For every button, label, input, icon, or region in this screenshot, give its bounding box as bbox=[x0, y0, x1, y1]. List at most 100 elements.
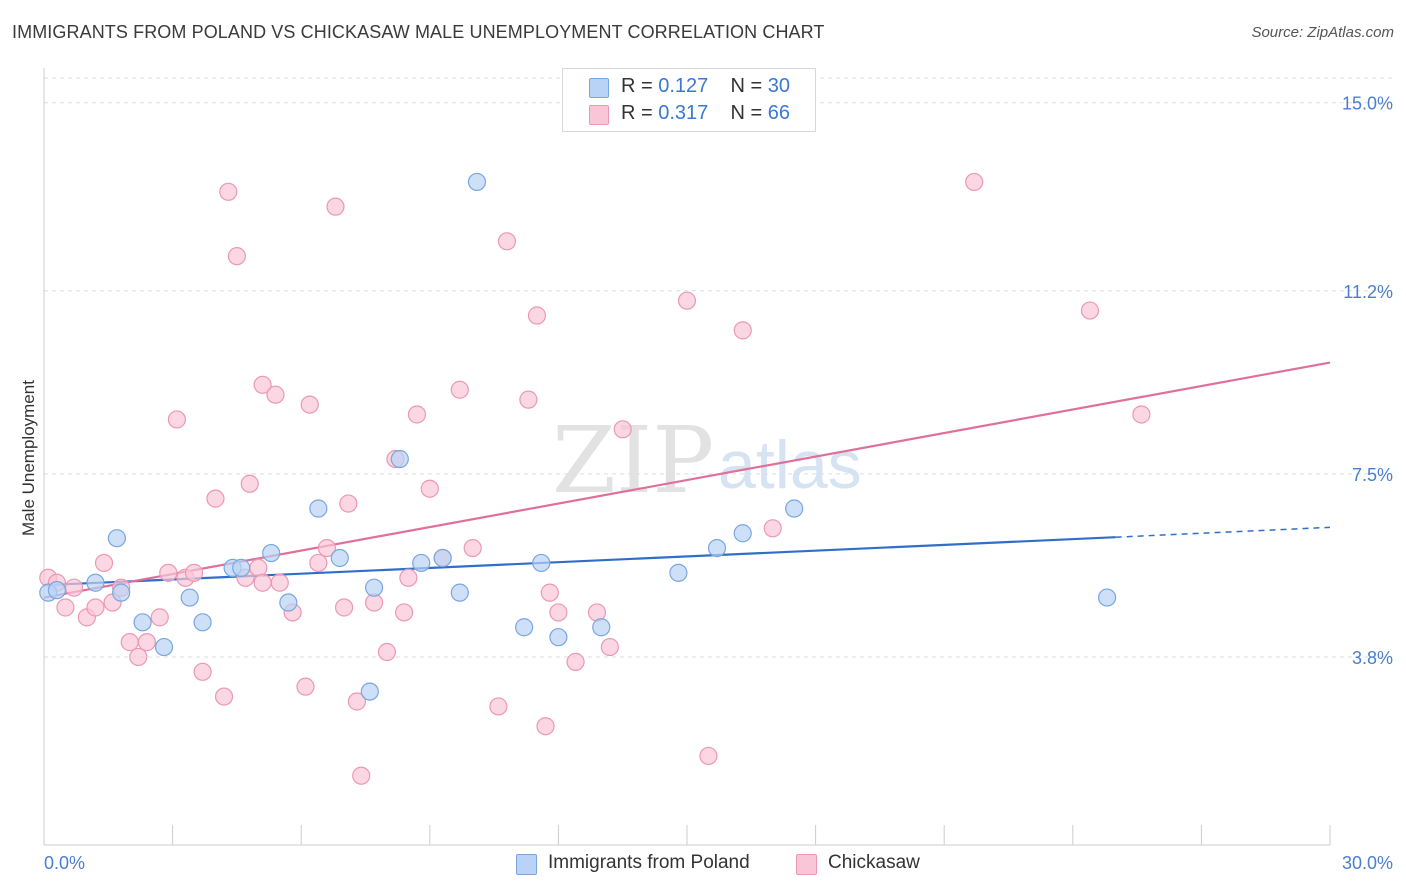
poland-point bbox=[309, 499, 328, 518]
chickasaw-point bbox=[394, 603, 414, 622]
poland-point bbox=[112, 583, 131, 602]
chickasaw-point bbox=[377, 642, 397, 662]
poland-trend-extension bbox=[1115, 526, 1331, 538]
chickasaw-point bbox=[227, 247, 246, 266]
chickasaw-point bbox=[150, 608, 169, 627]
chickasaw-point bbox=[407, 405, 427, 424]
chickasaw-point bbox=[527, 306, 547, 325]
chickasaw-point bbox=[296, 677, 315, 696]
chickasaw-point bbox=[56, 598, 75, 617]
poland-point bbox=[390, 449, 409, 469]
chickasaw-point bbox=[240, 474, 259, 493]
chickasaw-point bbox=[120, 633, 139, 652]
chickasaw-point bbox=[352, 766, 371, 785]
chickasaw-point bbox=[463, 538, 482, 558]
poland-point bbox=[279, 593, 298, 612]
chickasaw-legend-swatch bbox=[796, 854, 817, 875]
poland-point bbox=[785, 499, 804, 518]
y-tick-label: 3.8% bbox=[1352, 648, 1393, 668]
watermark-zip: ZIP bbox=[552, 407, 714, 514]
chickasaw-point bbox=[699, 746, 718, 766]
chickasaw-point bbox=[497, 232, 517, 251]
data-points bbox=[39, 172, 1151, 785]
source-credit: Source: ZipAtlas.com bbox=[1251, 24, 1394, 41]
legend-label-poland: Immigrants from Poland bbox=[548, 852, 750, 873]
chickasaw-point bbox=[613, 420, 632, 439]
chickasaw-point bbox=[94, 553, 114, 573]
chickasaw-point bbox=[519, 390, 538, 409]
chickasaw-point bbox=[86, 598, 105, 617]
poland-point bbox=[364, 578, 384, 597]
poland-point bbox=[47, 581, 66, 600]
poland-legend-swatch bbox=[516, 854, 537, 875]
x-tick-label: 30.0% bbox=[1342, 853, 1393, 873]
poland-point bbox=[262, 543, 281, 563]
chickasaw-point bbox=[399, 568, 418, 587]
chickasaw-point bbox=[733, 321, 752, 340]
legend-label-chickasaw: Chickasaw bbox=[828, 852, 920, 873]
poland-point bbox=[180, 588, 199, 607]
poland-point bbox=[515, 618, 534, 637]
chickasaw-swatch bbox=[589, 105, 609, 125]
chickasaw-point bbox=[1132, 405, 1151, 424]
chickasaw-point bbox=[326, 197, 345, 216]
chickasaw-point bbox=[137, 633, 156, 652]
poland-point bbox=[592, 618, 611, 637]
chickasaw-point bbox=[763, 519, 782, 538]
chickasaw-point bbox=[270, 573, 289, 592]
chickasaw-point bbox=[420, 479, 439, 498]
chickasaw-point bbox=[206, 489, 225, 508]
poland-point bbox=[86, 573, 105, 592]
chickasaw-point bbox=[450, 380, 469, 399]
chickasaw-point bbox=[214, 687, 234, 706]
poland-swatch bbox=[589, 78, 609, 98]
r-label: R = bbox=[621, 102, 659, 124]
chickasaw-point bbox=[253, 573, 272, 592]
chickasaw-point bbox=[300, 395, 319, 414]
chickasaw-point bbox=[334, 598, 354, 617]
chickasaw-point bbox=[1080, 301, 1100, 320]
n-label: N = bbox=[730, 102, 768, 124]
chickasaw-point bbox=[566, 652, 585, 672]
poland-point bbox=[107, 529, 126, 548]
poland-point bbox=[549, 628, 568, 647]
y-tick-label: 15.0% bbox=[1342, 94, 1393, 114]
chickasaw-point bbox=[489, 697, 508, 716]
chickasaw-point bbox=[339, 494, 358, 513]
chart-title: IMMIGRANTS FROM POLAND VS CHICKASAW MALE… bbox=[12, 22, 825, 42]
poland-point bbox=[412, 553, 431, 573]
watermark-atlas: atlas bbox=[718, 427, 862, 503]
trend-lines bbox=[43, 361, 1331, 599]
poland-point bbox=[532, 553, 551, 573]
poland-point bbox=[467, 172, 487, 192]
chickasaw-point bbox=[266, 385, 285, 404]
chickasaw-point bbox=[677, 291, 697, 310]
chickasaw-point bbox=[253, 375, 272, 394]
chickasaw-point bbox=[219, 182, 238, 201]
y-axis-label: Male Unemployment bbox=[19, 380, 38, 536]
chickasaw-trend-line bbox=[43, 361, 1331, 599]
y-tick-label: 7.5% bbox=[1352, 465, 1393, 485]
chickasaw-point bbox=[347, 692, 367, 711]
x-tick-label: 0.0% bbox=[44, 853, 85, 873]
chickasaw-point bbox=[184, 563, 204, 582]
poland-point bbox=[133, 613, 152, 632]
chickasaw-point bbox=[965, 172, 984, 192]
axes bbox=[43, 68, 1331, 846]
chickasaw-point bbox=[549, 603, 568, 622]
chickasaw-point bbox=[540, 583, 559, 602]
n-value-chickasaw: 66 bbox=[767, 102, 791, 124]
poland-point bbox=[433, 548, 452, 568]
stats-legend: R = 0.127 N = 30 R = 0.317 N = 66 bbox=[562, 68, 816, 132]
tick-labels: 3.8% 7.5% 11.2% 15.0% 0.0% 30.0% bbox=[44, 94, 1393, 873]
chickasaw-point bbox=[317, 538, 337, 558]
n-label: N = bbox=[730, 75, 768, 97]
chickasaw-point bbox=[193, 662, 212, 681]
y-tick-label: 11.2% bbox=[1343, 282, 1393, 302]
poland-point bbox=[1097, 588, 1117, 607]
r-value-chickasaw: 0.317 bbox=[658, 102, 709, 124]
chickasaw-point bbox=[129, 647, 148, 667]
poland-point bbox=[733, 524, 752, 543]
poland-point bbox=[707, 538, 727, 558]
